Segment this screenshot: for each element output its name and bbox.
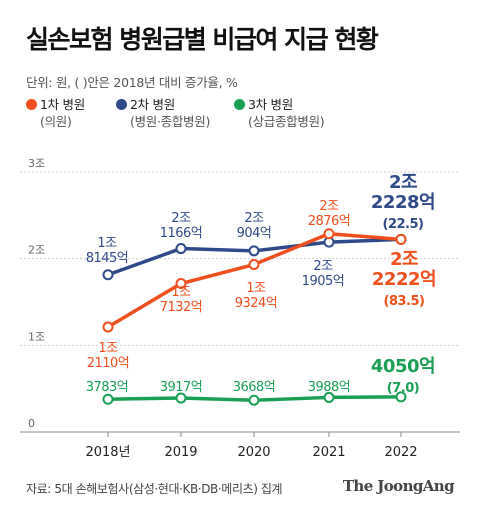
data-point [395, 233, 407, 245]
data-label: 4050억 [371, 356, 435, 377]
x-tick-label: 2021 [312, 445, 345, 460]
data-label: 2조 [244, 211, 264, 226]
data-point [248, 394, 260, 406]
data-label: 2222억 [372, 269, 436, 290]
data-label: 2조 [171, 211, 191, 226]
legend-dot-tertiary [234, 99, 245, 110]
data-label: 1905억 [302, 274, 345, 289]
legend-item-tertiary: 3차 병원 (상급종합병원) [234, 96, 325, 130]
legend-item-primary: 1차 병원 (의원) [26, 96, 85, 130]
legend-dot-secondary [116, 99, 127, 110]
legend-dot-primary [26, 99, 37, 110]
data-label: 1조 [171, 285, 191, 300]
data-label: 2228억 [371, 192, 435, 213]
legend-sublabel-primary: (의원) [40, 114, 72, 129]
data-point [248, 245, 260, 257]
data-point [102, 393, 114, 405]
legend-label-tertiary: 3차 병원 [248, 97, 293, 112]
data-label: 1166억 [160, 226, 203, 241]
data-label: 3783억 [86, 380, 129, 395]
data-label: 904억 [237, 226, 272, 241]
data-point [323, 228, 335, 240]
unit-note: 단위: 원, ( )안은 2018년 대비 증가율, % [26, 75, 238, 90]
x-tick-label: 2022 [384, 445, 417, 460]
data-label: 2조 [390, 249, 418, 270]
data-label: 2조 [313, 259, 333, 274]
y-tick-label: 3조 [28, 157, 45, 170]
legend-label-primary: 1차 병원 [40, 97, 85, 112]
legend-sublabel-tertiary: (상급종합병원) [248, 114, 325, 129]
data-label: 2조 [389, 172, 417, 193]
data-point [175, 243, 187, 255]
data-label: 3917억 [160, 380, 203, 395]
x-tick-label: 2018년 [85, 445, 130, 460]
legend-label-secondary: 2차 병원 [130, 97, 175, 112]
data-label: 8145억 [86, 251, 129, 266]
data-point [323, 391, 335, 403]
x-tick-label: 2019 [164, 445, 197, 460]
growth-rate-label: (7.0) [387, 381, 419, 396]
data-label: 2876억 [308, 214, 351, 229]
data-point [175, 392, 187, 404]
data-label: 3988억 [308, 380, 351, 395]
data-label: 1조 [98, 341, 118, 356]
data-label: 2110억 [87, 356, 130, 371]
x-tick-label: 2020 [237, 445, 270, 460]
brand-logo: The JoongAng [342, 477, 455, 495]
y-tick-label: 2조 [28, 244, 45, 257]
data-point [102, 321, 114, 333]
chart-title: 실손보험 병원급별 비급여 지급 현황 [26, 25, 379, 54]
legend: 1차 병원 (의원) 2차 병원 (병원·종합병원) 3차 병원 (상급종합병원… [26, 96, 466, 136]
source-note: 자료: 5대 손해보험사(삼성·현대·KB·DB·메리츠) 집계 [26, 482, 283, 496]
legend-sublabel-secondary: (병원·종합병원) [130, 114, 211, 129]
data-label: 1조 [97, 236, 117, 251]
data-label: 7132억 [160, 300, 203, 315]
y-tick-label: 1조 [28, 330, 45, 343]
y-tick-label: 0 [28, 417, 35, 430]
data-label: 2조 [319, 199, 339, 214]
legend-item-secondary: 2차 병원 (병원·종합병원) [116, 96, 210, 130]
data-point [395, 391, 407, 403]
data-label: 9324억 [235, 296, 278, 311]
data-point [175, 278, 187, 290]
growth-rate-label: (22.5) [383, 217, 424, 232]
data-point [248, 259, 260, 271]
data-label: 3668억 [233, 380, 276, 395]
data-label: 1조 [246, 281, 266, 296]
data-point [102, 269, 114, 281]
growth-rate-label: (83.5) [384, 294, 425, 309]
